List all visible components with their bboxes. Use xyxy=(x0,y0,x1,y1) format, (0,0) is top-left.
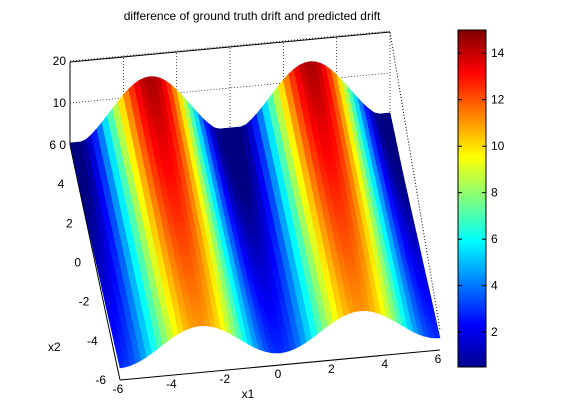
x2-tick-labels: -6 -4 -2 0 2 4 6 xyxy=(49,138,106,387)
surface-patch xyxy=(400,190,409,198)
surface-patch xyxy=(391,145,399,153)
surface-patch xyxy=(428,313,437,320)
surface-patch xyxy=(431,325,439,333)
surface-patch xyxy=(388,132,396,140)
surface-patch xyxy=(414,251,423,259)
surface-patch xyxy=(402,196,410,204)
surface-patch xyxy=(424,294,433,302)
x2-tick-label: -6 xyxy=(95,373,106,387)
x2-tick-label: -4 xyxy=(87,334,98,348)
colorbar-tick-labels: 2 4 6 8 10 12 14 xyxy=(458,46,505,339)
x1-tick-label: -6 xyxy=(113,382,124,396)
surface-patch xyxy=(421,282,430,290)
surface-patch xyxy=(406,214,414,222)
x1-tick-label: 4 xyxy=(381,357,388,371)
x2-tick-label: 6 xyxy=(49,138,56,152)
x2-tick-label: 0 xyxy=(74,256,81,270)
x2-tick-label: -2 xyxy=(79,295,90,309)
x1-tick-label: 6 xyxy=(435,352,442,366)
surface-patch xyxy=(389,138,398,147)
colorbar-tick-label: 10 xyxy=(491,139,505,153)
colorbar-tick-label: 4 xyxy=(491,279,498,293)
colorbar-tick-label: 2 xyxy=(491,325,498,339)
chart-title: difference of ground truth drift and pre… xyxy=(124,9,381,23)
colorbar-gradient xyxy=(457,29,487,368)
x1-tick-labels: -6 -4 -2 0 2 4 6 xyxy=(113,352,442,396)
surface-patch xyxy=(413,245,421,253)
surface-patch xyxy=(396,171,405,179)
surface-patch xyxy=(398,177,406,185)
z-tick-label: 0 xyxy=(59,138,66,152)
surface-plot xyxy=(69,61,441,369)
surface-patch xyxy=(407,220,416,228)
surface-patch xyxy=(405,208,413,216)
surface-patch xyxy=(409,227,417,234)
surface-patch xyxy=(394,158,402,166)
surface-patch xyxy=(395,164,403,173)
x1-axis-label: x1 xyxy=(242,387,255,401)
surface-patch xyxy=(399,184,408,192)
x1-tick-label: -4 xyxy=(166,377,177,391)
z-tick-label: 10 xyxy=(53,96,67,110)
z-tick-label: 20 xyxy=(53,54,67,68)
surface-patch xyxy=(410,233,419,241)
grid-line xyxy=(69,30,391,62)
colorbar-tick-label: 8 xyxy=(491,186,498,200)
x1-tick-label: 2 xyxy=(328,362,335,376)
colorbar-tick-label: 14 xyxy=(491,46,505,60)
surface-patch xyxy=(385,119,394,127)
colorbar: 2 4 6 8 10 12 14 xyxy=(457,29,505,368)
x2-tick-label: 2 xyxy=(66,216,73,230)
x2-tick-label: 4 xyxy=(58,177,65,191)
surface-patch xyxy=(427,306,435,314)
colorbar-tick-label: 12 xyxy=(491,93,505,107)
surface-patch xyxy=(416,257,424,265)
x1-tick-label: 0 xyxy=(275,367,282,381)
surface-patch xyxy=(387,125,395,134)
surface-patch xyxy=(392,151,401,160)
x1-tick-label: -2 xyxy=(219,372,230,386)
surface-patch xyxy=(423,288,431,296)
surface-patch xyxy=(417,263,426,271)
surface-patch xyxy=(420,276,428,284)
axes-box xyxy=(69,31,441,381)
surface-patch xyxy=(412,239,420,247)
surface-patch xyxy=(430,319,438,327)
surface-patch xyxy=(419,270,427,277)
surface-patch xyxy=(432,331,441,339)
z-tick-labels: 0 10 20 xyxy=(53,54,67,152)
x2-axis-label: x2 xyxy=(48,340,61,354)
surface-patch xyxy=(403,202,412,210)
surface-patch xyxy=(384,112,392,121)
surface-patch xyxy=(425,300,434,308)
colorbar-tick-label: 6 xyxy=(491,232,498,246)
